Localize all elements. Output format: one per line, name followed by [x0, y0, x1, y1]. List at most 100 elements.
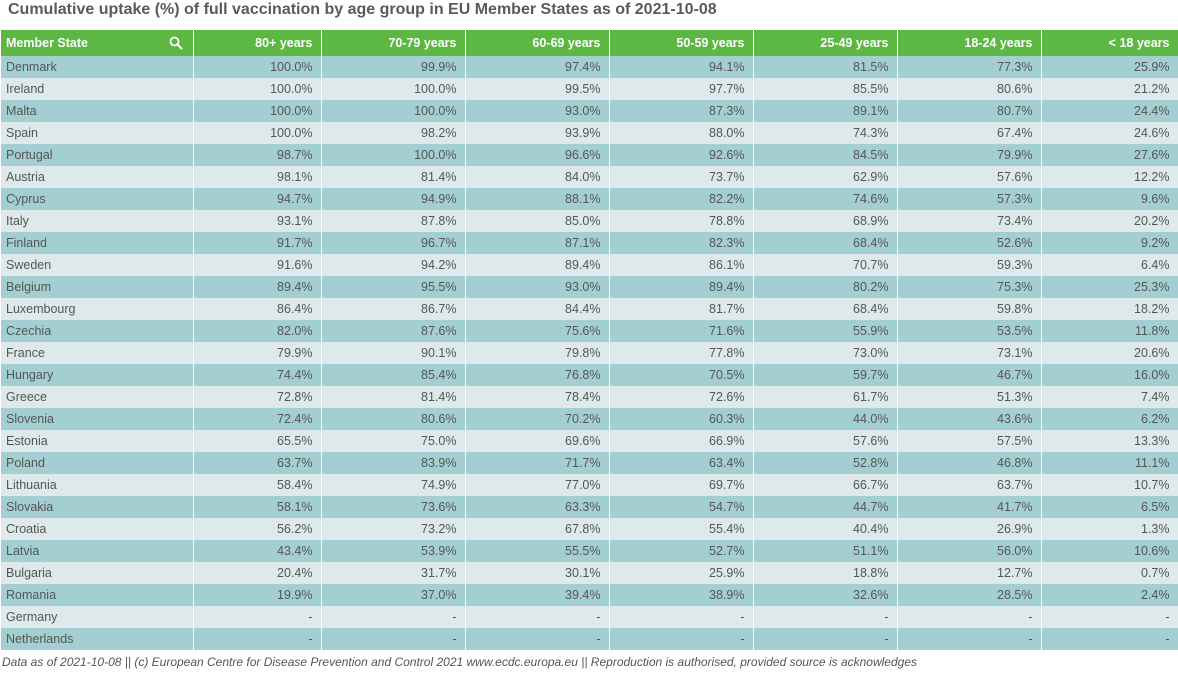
- value-cell: 61.7%: [753, 386, 898, 408]
- column-header-50-59[interactable]: 50-59 years: [609, 30, 754, 56]
- value-cell: 12.7%: [897, 562, 1042, 584]
- value-cell: 13.3%: [1041, 430, 1178, 452]
- value-cell: 75.0%: [321, 430, 466, 452]
- table-row: Spain 100.0% 98.2% 93.9% 88.0% 74.3% 67.4% 24.6…: [1, 122, 1178, 144]
- member-state-cell: Latvia: [1, 540, 194, 562]
- value-cell: 73.6%: [321, 496, 466, 518]
- value-cell: 57.6%: [753, 430, 898, 452]
- column-header-label: Member State: [6, 36, 88, 50]
- value-cell: 68.4%: [753, 232, 898, 254]
- value-cell: 52.8%: [753, 452, 898, 474]
- member-state-cell: Slovakia: [1, 496, 194, 518]
- table-row: Netherlands - - - - - - -: [1, 628, 1178, 650]
- value-cell: 9.2%: [1041, 232, 1178, 254]
- member-state-cell: Netherlands: [1, 628, 194, 650]
- value-cell: 94.2%: [321, 254, 466, 276]
- value-cell: 63.3%: [465, 496, 610, 518]
- value-cell: 79.9%: [897, 144, 1042, 166]
- value-cell: 51.3%: [897, 386, 1042, 408]
- value-cell: 100.0%: [193, 56, 322, 78]
- value-cell: 80.7%: [897, 100, 1042, 122]
- member-state-cell: Sweden: [1, 254, 194, 276]
- value-cell: 10.6%: [1041, 540, 1178, 562]
- value-cell: 70.2%: [465, 408, 610, 430]
- column-header-60-69[interactable]: 60-69 years: [465, 30, 610, 56]
- column-header-18-24[interactable]: 18-24 years: [897, 30, 1042, 56]
- value-cell: 57.5%: [897, 430, 1042, 452]
- table-row: Italy 93.1% 87.8% 85.0% 78.8% 68.9% 73.4% 20.2%: [1, 210, 1178, 232]
- member-state-cell: Ireland: [1, 78, 194, 100]
- value-cell: 98.7%: [193, 144, 322, 166]
- value-cell: 20.2%: [1041, 210, 1178, 232]
- value-cell: -: [897, 606, 1042, 628]
- value-cell: 86.1%: [609, 254, 754, 276]
- value-cell: 55.9%: [753, 320, 898, 342]
- value-cell: 74.6%: [753, 188, 898, 210]
- value-cell: 93.1%: [193, 210, 322, 232]
- value-cell: 85.4%: [321, 364, 466, 386]
- value-cell: 12.2%: [1041, 166, 1178, 188]
- column-header-70-79[interactable]: 70-79 years: [321, 30, 466, 56]
- column-header-25-49[interactable]: 25-49 years: [753, 30, 898, 56]
- value-cell: 94.7%: [193, 188, 322, 210]
- table-row: Czechia 82.0% 87.6% 75.6% 71.6% 55.9% 53.5% 11.…: [1, 320, 1178, 342]
- value-cell: 52.6%: [897, 232, 1042, 254]
- member-state-cell: Portugal: [1, 144, 194, 166]
- value-cell: 24.4%: [1041, 100, 1178, 122]
- value-cell: 81.7%: [609, 298, 754, 320]
- value-cell: 44.0%: [753, 408, 898, 430]
- search-icon[interactable]: [169, 36, 183, 50]
- value-cell: -: [193, 606, 322, 628]
- value-cell: 87.6%: [321, 320, 466, 342]
- value-cell: 28.5%: [897, 584, 1042, 606]
- value-cell: 100.0%: [321, 100, 466, 122]
- value-cell: 80.6%: [321, 408, 466, 430]
- value-cell: 70.7%: [753, 254, 898, 276]
- value-cell: 93.0%: [465, 276, 610, 298]
- table-row: Belgium 89.4% 95.5% 93.0% 89.4% 80.2% 75.3% 25.…: [1, 276, 1178, 298]
- table-row: Greece 72.8% 81.4% 78.4% 72.6% 61.7% 51.3% 7.4%: [1, 386, 1178, 408]
- table-row: Hungary 74.4% 85.4% 76.8% 70.5% 59.7% 46.7% 16.…: [1, 364, 1178, 386]
- value-cell: 43.4%: [193, 540, 322, 562]
- value-cell: 46.7%: [897, 364, 1042, 386]
- table-row: France 79.9% 90.1% 79.8% 77.8% 73.0% 73.1% 20.6…: [1, 342, 1178, 364]
- value-cell: -: [321, 606, 466, 628]
- value-cell: 69.6%: [465, 430, 610, 452]
- value-cell: 100.0%: [321, 78, 466, 100]
- value-cell: 74.4%: [193, 364, 322, 386]
- value-cell: 54.7%: [609, 496, 754, 518]
- table-row: Bulgaria 20.4% 31.7% 30.1% 25.9% 18.8% 12.7% 0.…: [1, 562, 1178, 584]
- table-row: Latvia 43.4% 53.9% 55.5% 52.7% 51.1% 56.0% 10.6…: [1, 540, 1178, 562]
- member-state-cell: Czechia: [1, 320, 194, 342]
- member-state-cell: Finland: [1, 232, 194, 254]
- member-state-cell: Bulgaria: [1, 562, 194, 584]
- value-cell: -: [465, 628, 610, 650]
- value-cell: 59.7%: [753, 364, 898, 386]
- value-cell: 39.4%: [465, 584, 610, 606]
- value-cell: 76.8%: [465, 364, 610, 386]
- table-row: Slovakia 58.1% 73.6% 63.3% 54.7% 44.7% 41.7% 6.…: [1, 496, 1178, 518]
- value-cell: 80.6%: [897, 78, 1042, 100]
- value-cell: 92.6%: [609, 144, 754, 166]
- value-cell: 71.6%: [609, 320, 754, 342]
- value-cell: 73.7%: [609, 166, 754, 188]
- column-header-under-18[interactable]: < 18 years: [1041, 30, 1178, 56]
- vaccination-table: Member State 80+ years 70-79 years 60-69…: [1, 30, 1178, 650]
- value-cell: 32.6%: [753, 584, 898, 606]
- member-state-cell: Italy: [1, 210, 194, 232]
- value-cell: 6.2%: [1041, 408, 1178, 430]
- member-state-cell: Estonia: [1, 430, 194, 452]
- value-cell: 75.6%: [465, 320, 610, 342]
- value-cell: 94.1%: [609, 56, 754, 78]
- value-cell: 27.6%: [1041, 144, 1178, 166]
- column-header-member-state[interactable]: Member State: [1, 30, 194, 56]
- value-cell: 2.4%: [1041, 584, 1178, 606]
- value-cell: 51.1%: [753, 540, 898, 562]
- value-cell: 66.9%: [609, 430, 754, 452]
- value-cell: 81.5%: [753, 56, 898, 78]
- column-header-80-plus[interactable]: 80+ years: [193, 30, 322, 56]
- value-cell: 60.3%: [609, 408, 754, 430]
- value-cell: 11.8%: [1041, 320, 1178, 342]
- member-state-cell: Spain: [1, 122, 194, 144]
- member-state-cell: Malta: [1, 100, 194, 122]
